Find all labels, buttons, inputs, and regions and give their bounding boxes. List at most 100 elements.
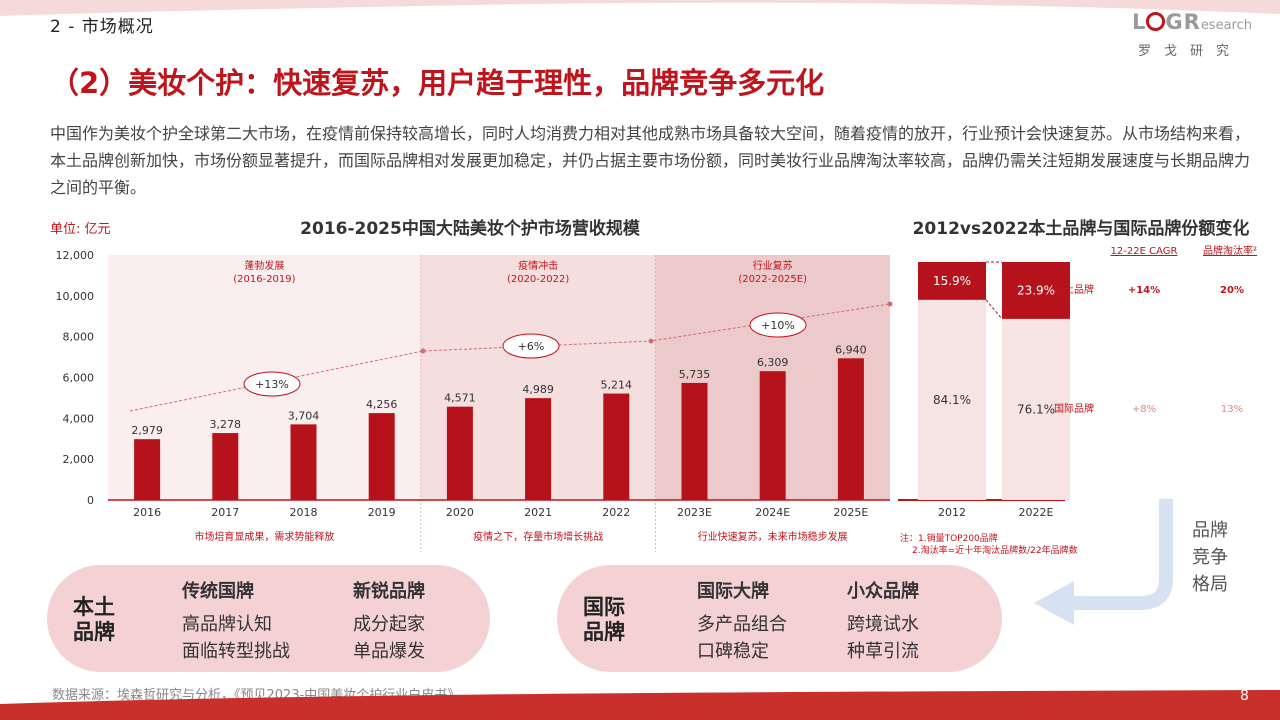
y-tick-label: 2,000 [63,453,95,466]
market-chart-title: 2016-2025中国大陆美妆个护市场营收规模 [300,219,640,239]
phase-period: (2016-2019) [233,274,295,285]
unit-label: 单位: 亿元 [50,222,111,237]
y-tick-label: 8,000 [63,331,95,344]
emerging-brands-column: 新锐品牌 成分起家 单品爆发 [353,581,425,662]
phase-caption: 疫情之下，存量市场增长挑战 [473,530,603,543]
major-intl-brands-column: 国际大牌 多产品组合 口碑稳定 [697,581,787,662]
phase-name: 蓬勃发展 [244,259,284,272]
share-bar-intl [918,299,986,500]
bar-value-label: 4,256 [366,398,398,411]
logo-ring-icon [1146,12,1166,31]
share-intl-label: 76.1% [1017,402,1055,416]
phase-name: 行业复苏 [753,259,793,272]
growth-rate-label: +6% [518,340,545,353]
y-tick-label: 4,000 [63,412,95,425]
domestic-brands-card: 本土 品牌 传统国牌 高品牌认知 面临转型挑战 新锐品牌 成分起家 单品爆发 [47,565,490,672]
domestic-brands-heading: 本土 品牌 [73,595,115,644]
elim-column-header: 品牌淘汰率² [1203,244,1257,257]
x-tick-label: 2018 [290,506,318,519]
phase-name: 疫情冲击 [518,259,558,272]
share-bar-intl [1002,318,1070,500]
elim-value: 20% [1220,285,1244,296]
bar [134,439,161,500]
bar [525,398,552,500]
share-domestic-label: 15.9% [933,274,971,288]
international-brands-card: 国际 品牌 国际大牌 多产品组合 口碑稳定 小众品牌 跨境试水 种草引流 [557,565,1002,672]
market-revenue-chart: 蓬勃发展 (2016-2019) 市场培育显成果，需求势能释放 疫情冲击 (2020-2… [56,249,893,552]
share-x-label: 2012 [938,506,966,519]
bar-value-label: 3,278 [210,418,242,431]
growth-rate-badge [749,312,807,338]
x-tick-label: 2022 [602,506,630,519]
x-tick-label: 2025E [833,506,868,519]
share-row-label: 国际品牌 [1054,402,1094,415]
chart-notes: 注：1.销量TOP200品牌 2.淘汰率=近十年淘汰品牌数/22年品牌数 [900,533,1078,557]
phase-caption: 市场培育显成果，需求势能释放 [194,530,334,543]
x-tick-label: 2016 [133,506,161,519]
share-connector-line [985,299,1003,320]
bar [837,358,864,500]
phase-period: (2020-2022) [507,274,569,285]
y-tick-label: 10,000 [56,290,95,303]
traditional-brands-column: 传统国牌 高品牌认知 面临转型挑战 [182,581,290,662]
bar [759,371,786,500]
cagr-value: +14% [1128,285,1160,296]
top-decorative-wave [0,0,1280,16]
share-domestic-label: 23.9% [1017,283,1055,297]
growth-rate-badge [243,371,301,397]
cagr-column-header: 12-22E CAGR [1111,246,1178,257]
bar [212,433,239,500]
bar-value-label: 2,979 [131,424,163,437]
trend-arrow-head [420,348,426,354]
share-intl-label: 84.1% [933,393,971,407]
trend-arrow-head [648,338,654,344]
bar [681,382,708,500]
bar-value-label: 5,735 [679,368,711,381]
x-tick-label: 2019 [368,506,396,519]
niche-brands-column: 小众品牌 跨境试水 种草引流 [847,581,919,662]
bar-value-label: 6,309 [757,356,789,369]
page-title: （2）美妆个护：快速复苏，用户趋于理性，品牌竞争多元化 [50,66,825,100]
phase-period: (2022-2025E) [738,274,807,285]
company-logo: L GResearch 罗戈研究 [1132,10,1252,59]
brand-share-chart: 15.9% 84.1% 2012 23.9% 76.1% 2022E 12-22E CAGR… [898,244,1257,519]
x-tick-label: 2017 [211,506,239,519]
logo-chinese-name: 罗戈研究 [1138,44,1243,59]
bar [368,413,395,500]
cagr-value: +8% [1132,404,1156,415]
growth-rate-badge [502,333,560,359]
bar [603,393,630,500]
x-tick-label: 2021 [524,506,552,519]
share-chart-title: 2012vs2022本土品牌与国际品牌份额变化 [912,219,1250,239]
curved-arrow-icon [1034,499,1173,625]
bar-value-label: 6,940 [835,343,867,356]
y-tick-label: 6,000 [63,372,95,385]
page-number: 8 [1240,688,1249,704]
share-x-label: 2022E [1019,506,1054,519]
trend-arrow-head [887,301,893,307]
intro-paragraph: 中国作为美妆个护全球第二大市场，在疫情前保持较高增长，同时人均消费力相对其他成熟… [50,124,1251,197]
international-brands-heading: 国际 品牌 [583,595,625,644]
competition-label: 品牌 竞争 格局 [1192,520,1228,595]
bar-value-label: 4,989 [522,383,554,396]
share-row-label: 本土品牌 [1054,283,1094,296]
bar [446,406,473,500]
share-bar-domestic [1002,262,1070,319]
growth-rate-label: +10% [761,319,795,332]
bar-value-label: 4,571 [444,392,476,405]
bar-value-label: 3,704 [288,409,320,422]
elim-value: 13% [1221,404,1243,415]
y-tick-label: 0 [87,494,94,507]
x-tick-label: 2024E [755,506,790,519]
bar-value-label: 5,214 [601,379,633,392]
phase-caption: 行业快速复苏，未来市场稳步发展 [698,530,848,543]
x-tick-label: 2020 [446,506,474,519]
note-line: 注：1.销量TOP200品牌 [900,534,998,544]
bottom-decorative-wave [0,690,1280,720]
x-tick-label: 2023E [677,506,712,519]
note-line: 2.淘汰率=近十年淘汰品牌数/22年品牌数 [912,546,1078,556]
bar [290,424,317,500]
growth-rate-label: +13% [255,378,289,391]
section-label: 2 - 市场概况 [50,17,154,37]
y-tick-label: 12,000 [56,249,95,262]
